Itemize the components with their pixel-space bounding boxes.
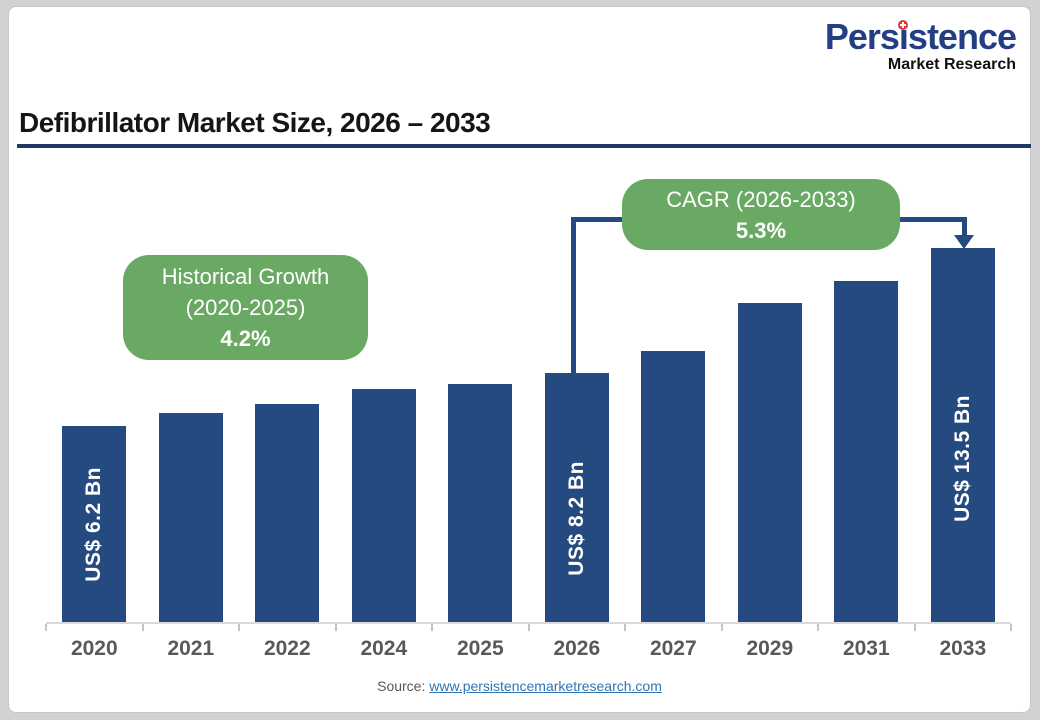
axis-tick [624, 624, 626, 631]
bar-2033: US$ 13.5 Bn [930, 248, 995, 622]
bar-value-label-2026: US$ 8.2 Bn [564, 461, 588, 576]
bar-2027 [641, 351, 706, 622]
axis-tick [1010, 624, 1012, 631]
axis-tick [238, 624, 240, 631]
cagr-connector-from-2026 [571, 217, 576, 374]
bar-value-label-2033: US$ 13.5 Bn [950, 395, 974, 522]
axis-tick [141, 624, 144, 631]
bar-2031 [834, 281, 899, 622]
cagr-callout: CAGR (2026-2033) 5.3% [622, 179, 900, 250]
bar-2022 [255, 404, 320, 622]
historical-growth-callout: Historical Growth (2020-2025) 4.2% [123, 255, 368, 360]
axis-tick [913, 624, 916, 631]
axis-tick [817, 624, 819, 631]
bar-2024 [351, 389, 416, 622]
logo-tagline: Market Research [887, 56, 1016, 73]
bar-2029 [737, 303, 802, 622]
x-axis-line [46, 622, 1011, 624]
historical-growth-line2: (2020-2025) [185, 295, 306, 320]
source-label: Source: [377, 678, 426, 694]
source-link[interactable]: www.persistencemarketresearch.com [429, 678, 662, 694]
bar-2020: US$ 6.2 Bn [62, 426, 127, 622]
x-axis-label-2021: 2021 [167, 637, 215, 660]
source-line: Source: www.persistencemarketresearch.co… [9, 678, 1030, 694]
axis-tick [45, 624, 47, 631]
x-axis-label-2033: 2033 [939, 637, 987, 660]
axis-tick [431, 624, 433, 631]
bar-2025 [448, 384, 513, 622]
x-axis-label-2020: 2020 [70, 637, 118, 660]
logo-brand-suffix: stence [907, 16, 1017, 57]
plot-area: US$ 6.2 Bn US$ 8.2 Bn US$ 13.5 Bn [46, 202, 1011, 622]
arrow-down-icon [954, 235, 974, 249]
cagr-connector-to-2033 [962, 217, 967, 237]
chart-card: Persı stence Market Research Defibrillato… [8, 6, 1031, 713]
medical-cross-dot-icon [898, 20, 909, 30]
cagr-line1: CAGR (2026-2033) [666, 186, 856, 212]
cagr-value: 5.3% [735, 217, 787, 243]
bar-2021 [158, 413, 223, 622]
x-axis-label-2024: 2024 [360, 637, 408, 660]
historical-growth-line1: Historical Growth [161, 264, 330, 289]
page-title: Defibrillator Market Size, 2026 – 2033 [19, 107, 491, 138]
x-axis-label-2026: 2026 [553, 637, 601, 660]
axis-tick [527, 624, 530, 631]
axis-tick [720, 624, 723, 631]
persistence-logo: Persı stence Market Research [824, 16, 1017, 73]
bar-2026: US$ 8.2 Bn [544, 373, 609, 622]
x-axis-label-2027: 2027 [649, 637, 697, 660]
historical-growth-value: 4.2% [220, 326, 271, 351]
title-underline [17, 144, 1031, 148]
logo-letter-i: ı [898, 16, 909, 57]
axis-tick [334, 624, 337, 631]
logo-brand-text: Persı stence [824, 16, 1017, 57]
bar-value-label-2020: US$ 6.2 Bn [82, 467, 106, 582]
x-axis-label-2022: 2022 [263, 637, 311, 660]
x-axis-label-2031: 2031 [842, 637, 890, 660]
x-axis-label-2025: 2025 [456, 637, 504, 660]
x-axis-label-2029: 2029 [746, 637, 794, 660]
logo-brand-prefix: Pers [824, 16, 900, 57]
